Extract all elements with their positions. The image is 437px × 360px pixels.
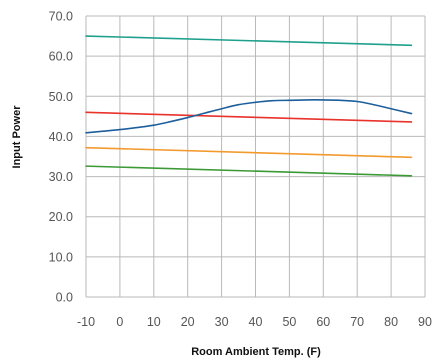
x-tick-label: 90 — [418, 315, 432, 329]
x-axis-title: Room Ambient Temp. (F) — [191, 346, 321, 358]
y-tick-label: 0.0 — [56, 291, 73, 305]
x-tick-label: 0 — [116, 315, 123, 329]
x-tick-label: 50 — [282, 315, 296, 329]
x-tick-label: 60 — [316, 315, 330, 329]
grid — [85, 15, 426, 298]
series-line-3 — [85, 146, 413, 159]
x-tick-label: 10 — [147, 315, 161, 329]
series-line-4 — [85, 165, 413, 177]
y-tick-label: 10.0 — [49, 250, 73, 264]
x-tick-label: -10 — [77, 315, 95, 329]
y-tick-label: 50.0 — [49, 90, 73, 104]
y-tick-label: 30.0 — [49, 170, 73, 184]
x-tick-label: 80 — [384, 315, 398, 329]
y-tick-label: 40.0 — [49, 130, 73, 144]
series-layer — [85, 35, 413, 177]
x-tick-labels: -10 0 10 20 30 40 50 60 70 80 90 — [77, 315, 432, 329]
x-tick-label: 30 — [215, 315, 229, 329]
series-line-1 — [85, 35, 413, 47]
y-axis-title: Input Power — [11, 105, 23, 169]
y-tick-label: 70.0 — [49, 10, 73, 24]
y-tick-label: 60.0 — [49, 50, 73, 64]
x-tick-label: 20 — [181, 315, 195, 329]
y-tick-labels: 0.0 10.0 20.0 30.0 40.0 50.0 60.0 70.0 — [49, 10, 73, 305]
x-tick-label: 70 — [350, 315, 364, 329]
series-line-2 — [85, 111, 413, 123]
series-line-5 — [85, 99, 413, 134]
x-tick-label: 40 — [249, 315, 263, 329]
y-tick-label: 20.0 — [49, 210, 73, 224]
